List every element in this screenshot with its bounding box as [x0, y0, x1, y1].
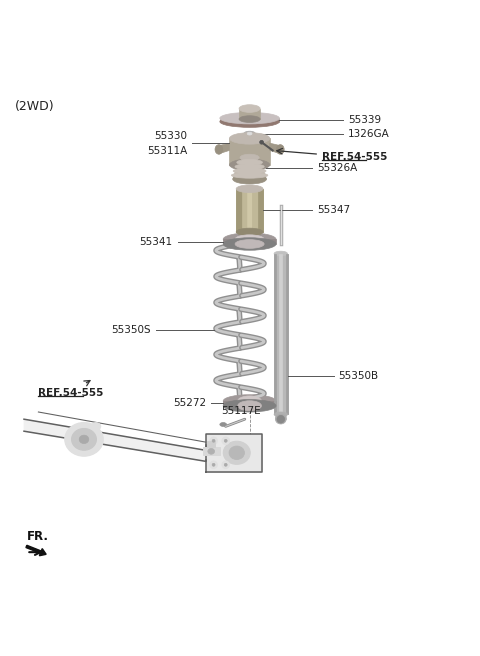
Ellipse shape — [229, 159, 270, 171]
Bar — [203, 447, 220, 455]
Polygon shape — [219, 143, 229, 154]
Text: 55326A: 55326A — [317, 163, 357, 173]
Ellipse shape — [212, 463, 215, 466]
Bar — [223, 401, 276, 406]
Ellipse shape — [220, 422, 227, 426]
Ellipse shape — [235, 164, 264, 169]
Ellipse shape — [247, 132, 252, 135]
Ellipse shape — [223, 233, 276, 245]
Bar — [236, 189, 263, 232]
Ellipse shape — [239, 105, 260, 112]
Bar — [220, 118, 279, 121]
Ellipse shape — [220, 112, 279, 124]
Text: REF.54-555: REF.54-555 — [322, 152, 387, 161]
Ellipse shape — [229, 446, 244, 459]
Ellipse shape — [235, 235, 264, 243]
Ellipse shape — [220, 116, 279, 127]
Bar — [229, 138, 270, 165]
Ellipse shape — [224, 440, 227, 442]
Ellipse shape — [223, 400, 276, 412]
Ellipse shape — [274, 412, 288, 417]
FancyArrow shape — [26, 545, 46, 556]
Ellipse shape — [72, 428, 96, 450]
Ellipse shape — [236, 185, 263, 193]
Polygon shape — [270, 143, 280, 154]
Text: (2WD): (2WD) — [14, 100, 54, 113]
Ellipse shape — [212, 440, 215, 442]
Ellipse shape — [276, 144, 284, 154]
Ellipse shape — [276, 415, 286, 424]
Ellipse shape — [233, 174, 266, 184]
Ellipse shape — [244, 131, 255, 136]
Text: REF.54-555: REF.54-555 — [38, 388, 104, 398]
Ellipse shape — [238, 401, 262, 411]
Bar — [252, 189, 258, 232]
Ellipse shape — [274, 251, 288, 256]
Ellipse shape — [210, 437, 217, 445]
Text: 55311A: 55311A — [147, 146, 187, 155]
Ellipse shape — [224, 463, 227, 466]
Ellipse shape — [91, 422, 101, 430]
Ellipse shape — [229, 133, 270, 144]
Ellipse shape — [233, 168, 266, 174]
Polygon shape — [24, 419, 206, 461]
Text: 55350S: 55350S — [111, 325, 151, 335]
Ellipse shape — [208, 449, 215, 454]
Text: 1326GA: 1326GA — [348, 129, 390, 138]
Text: 55347: 55347 — [317, 205, 350, 215]
Bar — [258, 189, 263, 232]
Bar — [236, 189, 241, 232]
Bar — [274, 254, 288, 415]
Bar — [207, 441, 215, 447]
Text: 55272: 55272 — [173, 398, 206, 408]
Ellipse shape — [65, 422, 103, 456]
Polygon shape — [233, 157, 266, 179]
Ellipse shape — [237, 159, 263, 165]
Ellipse shape — [222, 461, 229, 468]
Bar — [239, 108, 260, 119]
Ellipse shape — [223, 395, 276, 407]
Ellipse shape — [238, 396, 262, 406]
Text: 55341: 55341 — [140, 237, 173, 247]
Ellipse shape — [260, 140, 264, 144]
Bar — [286, 254, 288, 415]
Bar — [274, 254, 276, 415]
Bar — [241, 189, 247, 232]
Text: FR.: FR. — [26, 529, 48, 543]
Ellipse shape — [236, 228, 263, 236]
Polygon shape — [206, 434, 262, 472]
Ellipse shape — [235, 239, 264, 249]
Ellipse shape — [210, 461, 217, 468]
Ellipse shape — [239, 115, 260, 123]
Ellipse shape — [240, 154, 259, 161]
Text: 55330: 55330 — [154, 131, 187, 141]
Ellipse shape — [79, 435, 89, 443]
Text: 55350B: 55350B — [338, 371, 379, 381]
Ellipse shape — [222, 437, 229, 445]
Bar — [279, 254, 282, 415]
Text: 55117E: 55117E — [221, 406, 261, 416]
Ellipse shape — [231, 173, 268, 178]
Ellipse shape — [223, 237, 276, 250]
Bar — [223, 239, 276, 244]
Bar — [247, 189, 252, 232]
Ellipse shape — [215, 144, 223, 154]
Ellipse shape — [277, 415, 285, 423]
Text: 55339: 55339 — [348, 115, 381, 125]
Bar — [276, 413, 286, 419]
Ellipse shape — [223, 441, 250, 464]
